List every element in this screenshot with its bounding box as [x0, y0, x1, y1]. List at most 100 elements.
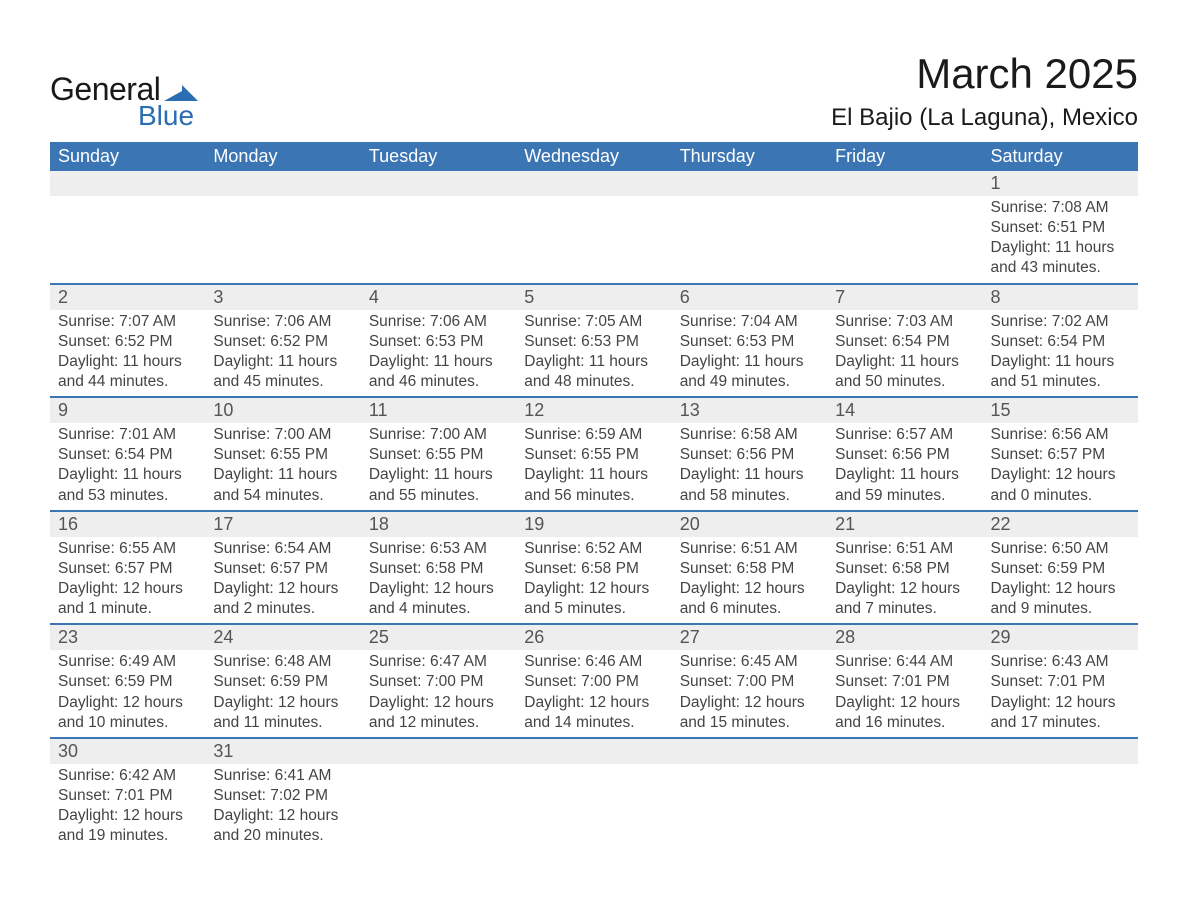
sunrise-line: Sunrise: 6:43 AM [991, 652, 1130, 672]
day-number: 15 [983, 398, 1138, 423]
sunset-line: Sunset: 6:55 PM [524, 445, 663, 465]
daylight-line: Daylight: 11 hours and 56 minutes. [524, 465, 663, 505]
day-number [361, 171, 516, 196]
sunset-line: Sunset: 6:59 PM [991, 559, 1130, 579]
daylight-line: Daylight: 12 hours and 11 minutes. [213, 693, 352, 733]
sunset-line: Sunset: 6:52 PM [213, 332, 352, 352]
daylight-line: Daylight: 12 hours and 17 minutes. [991, 693, 1130, 733]
day-number: 23 [50, 625, 205, 650]
calendar-table: SundayMondayTuesdayWednesdayThursdayFrid… [50, 142, 1138, 850]
day-number [516, 171, 671, 196]
logo: General Blue [50, 71, 198, 132]
daylight-line: Daylight: 12 hours and 9 minutes. [991, 579, 1130, 619]
sunrise-line: Sunrise: 7:00 AM [213, 425, 352, 445]
daynum-row: 23242526272829 [50, 625, 1138, 650]
sunset-line: Sunset: 7:02 PM [213, 786, 352, 806]
daylight-line: Daylight: 11 hours and 50 minutes. [835, 352, 974, 392]
day-header: Sunday [50, 142, 205, 171]
sunrise-line: Sunrise: 7:04 AM [680, 312, 819, 332]
sunrise-line: Sunrise: 6:44 AM [835, 652, 974, 672]
logo-mark-icon [164, 79, 198, 101]
day-detail [827, 764, 982, 851]
day-header: Saturday [983, 142, 1138, 171]
day-number: 14 [827, 398, 982, 423]
day-number: 13 [672, 398, 827, 423]
day-detail [672, 764, 827, 851]
day-number: 12 [516, 398, 671, 423]
day-number: 29 [983, 625, 1138, 650]
day-number: 6 [672, 285, 827, 310]
sunrise-line: Sunrise: 7:03 AM [835, 312, 974, 332]
day-number [827, 739, 982, 764]
detail-row: Sunrise: 6:42 AMSunset: 7:01 PM Daylight:… [50, 764, 1138, 851]
sunrise-line: Sunrise: 6:51 AM [680, 539, 819, 559]
day-detail: Sunrise: 6:51 AMSunset: 6:58 PMDaylight:… [672, 537, 827, 624]
sunset-line: Sunset: 6:57 PM [991, 445, 1130, 465]
sunrise-line: Sunrise: 7:05 AM [524, 312, 663, 332]
day-detail: Sunrise: 7:01 AMSunset: 6:54 PMDaylight:… [50, 423, 205, 510]
sunset-line: Sunset: 6:52 PM [58, 332, 197, 352]
day-number: 21 [827, 512, 982, 537]
day-detail: Sunrise: 7:08 AMSunset: 6:51 PMDaylight:… [983, 196, 1138, 283]
sunrise-line: Sunrise: 6:58 AM [680, 425, 819, 445]
day-detail: Sunrise: 6:52 AMSunset: 6:58 PMDaylight:… [516, 537, 671, 624]
sunrise-line: Sunrise: 6:51 AM [835, 539, 974, 559]
sunrise-line: Sunrise: 6:54 AM [213, 539, 352, 559]
day-number: 24 [205, 625, 360, 650]
day-detail: Sunrise: 7:03 AMSunset: 6:54 PMDaylight:… [827, 310, 982, 397]
sunrise-line: Sunrise: 6:42 AM [58, 766, 197, 786]
day-detail: Sunrise: 6:45 AMSunset: 7:00 PMDaylight:… [672, 650, 827, 737]
sunset-line: Sunset: 6:56 PM [835, 445, 974, 465]
daylight-line: Daylight: 12 hours and 2 minutes. [213, 579, 352, 619]
day-detail: Sunrise: 7:06 AMSunset: 6:52 PMDaylight:… [205, 310, 360, 397]
sunset-line: Sunset: 7:01 PM [58, 786, 197, 806]
daynum-row: 1 [50, 171, 1138, 196]
day-number: 25 [361, 625, 516, 650]
month-title: March 2025 [831, 50, 1138, 98]
sunrise-line: Sunrise: 7:01 AM [58, 425, 197, 445]
day-number: 26 [516, 625, 671, 650]
day-number [361, 739, 516, 764]
day-detail: Sunrise: 6:42 AMSunset: 7:01 PMDaylight:… [50, 764, 205, 851]
sunset-line: Sunset: 7:01 PM [991, 672, 1130, 692]
daylight-line: Daylight: 12 hours and 0 minutes. [991, 465, 1130, 505]
day-detail [516, 196, 671, 283]
day-detail: Sunrise: 6:48 AMSunset: 6:59 PMDaylight:… [205, 650, 360, 737]
day-detail [827, 196, 982, 283]
day-number: 2 [50, 285, 205, 310]
sunset-line: Sunset: 6:54 PM [835, 332, 974, 352]
day-number: 1 [983, 171, 1138, 196]
sunrise-line: Sunrise: 6:53 AM [369, 539, 508, 559]
day-header-row: SundayMondayTuesdayWednesdayThursdayFrid… [50, 142, 1138, 171]
day-detail [516, 764, 671, 851]
sunset-line: Sunset: 6:53 PM [524, 332, 663, 352]
sunset-line: Sunset: 6:58 PM [680, 559, 819, 579]
sunrise-line: Sunrise: 7:07 AM [58, 312, 197, 332]
sunrise-line: Sunrise: 7:06 AM [213, 312, 352, 332]
daylight-line: Daylight: 11 hours and 49 minutes. [680, 352, 819, 392]
day-detail: Sunrise: 7:00 AMSunset: 6:55 PMDaylight:… [205, 423, 360, 510]
sunset-line: Sunset: 7:00 PM [524, 672, 663, 692]
sunset-line: Sunset: 6:58 PM [369, 559, 508, 579]
sunrise-line: Sunrise: 6:48 AM [213, 652, 352, 672]
day-number: 22 [983, 512, 1138, 537]
daylight-line: Daylight: 12 hours and 20 minutes. [213, 806, 352, 846]
daylight-line: Daylight: 12 hours and 4 minutes. [369, 579, 508, 619]
daylight-line: Daylight: 11 hours and 44 minutes. [58, 352, 197, 392]
detail-row: Sunrise: 7:07 AMSunset: 6:52 PMDaylight:… [50, 310, 1138, 397]
day-detail: Sunrise: 6:49 AMSunset: 6:59 PMDaylight:… [50, 650, 205, 737]
daynum-row: 16171819202122 [50, 512, 1138, 537]
day-detail: Sunrise: 6:46 AMSunset: 7:00 PMDaylight:… [516, 650, 671, 737]
day-header: Wednesday [516, 142, 671, 171]
day-detail [50, 196, 205, 283]
day-detail: Sunrise: 7:06 AMSunset: 6:53 PMDaylight:… [361, 310, 516, 397]
day-header: Tuesday [361, 142, 516, 171]
day-number [983, 739, 1138, 764]
daylight-line: Daylight: 12 hours and 14 minutes. [524, 693, 663, 733]
sunrise-line: Sunrise: 7:06 AM [369, 312, 508, 332]
day-detail: Sunrise: 6:47 AMSunset: 7:00 PMDaylight:… [361, 650, 516, 737]
sunrise-line: Sunrise: 6:45 AM [680, 652, 819, 672]
detail-row: Sunrise: 7:08 AMSunset: 6:51 PMDaylight:… [50, 196, 1138, 283]
day-number: 4 [361, 285, 516, 310]
detail-row: Sunrise: 7:01 AMSunset: 6:54 PMDaylight:… [50, 423, 1138, 510]
